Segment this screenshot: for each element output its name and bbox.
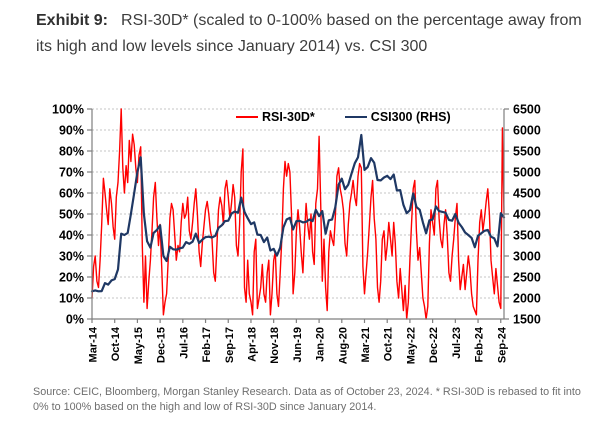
y-left-tick-label: 70% [59,165,84,179]
x-tick-label: Oct-14 [110,326,122,361]
source-note: Source: CEIC, Bloomberg, Morgan Stanley … [33,386,581,413]
x-tick-label: Aug-20 [337,327,349,364]
x-tick-label: Jun-19 [292,327,304,362]
exhibit-number: Exhibit 9: [36,12,109,29]
x-tick-label: Jan-20 [315,327,327,362]
y-left-tick-label: 30% [59,249,84,263]
y-right-tick-label: 2500 [513,270,541,284]
x-tick-label: Jul-23 [451,327,463,359]
x-tick-label: Mar-14 [88,326,100,362]
y-left-tick-label: 40% [59,228,84,242]
y-left-tick-label: 50% [59,207,84,221]
y-right-tick-label: 2000 [513,291,541,305]
y-left-tick-label: 90% [59,123,84,137]
y-right-tick-label: 6000 [513,123,541,137]
y-right-tick-label: 3500 [513,228,541,242]
exhibit-title-text: RSI-30D* (scaled to 0-100% based on the … [36,12,582,55]
csi300-legend-line [344,116,367,118]
legend-item-rsi: RSI-30D* [236,110,315,124]
y-left-tick-label: 10% [59,291,84,305]
x-tick-label: Nov-18 [269,327,281,364]
exhibit-title: Exhibit 9: RSI-30D* (scaled to 0-100% bas… [36,8,592,60]
x-tick-label: Apr-18 [246,327,258,362]
x-tick-label: Oct-21 [383,327,395,361]
y-right-tick-label: 5000 [513,165,541,179]
rsi-legend-line [236,116,258,118]
y-left-tick-label: 80% [59,144,84,158]
legend-item-csi300: CSI300 (RHS) [344,110,451,124]
rsi-legend-label: RSI-30D* [262,110,315,124]
y-right-tick-label: 4500 [513,186,541,200]
x-tick-label: May-15 [133,327,145,364]
y-right-tick-label: 3000 [513,249,541,263]
y-left-tick-label: 20% [59,270,84,284]
x-tick-label: Mar-21 [360,327,372,362]
series-lines [90,108,506,320]
y-left-tick-label: 0% [66,312,84,326]
x-tick-label: Feb-24 [474,326,486,362]
axes: 100% 90% 80% 70% 60% 50% 40% 30% 20% 10% 0% 6500 600… [52,102,541,364]
y-left-tick-label: 100% [52,102,84,116]
csi300-legend-label: CSI300 (RHS) [370,110,451,124]
y-right-tick-label: 6500 [513,102,541,116]
y-right-tick-label: 4000 [513,207,541,221]
y-left-tick-label: 60% [59,186,84,200]
x-tick-label: May-22 [405,327,417,364]
csi300-series-line [90,133,506,293]
x-tick-label: Feb-17 [201,327,213,362]
x-tick-label: Sep-24 [496,326,508,363]
chart-legend: RSI-30D* CSI300 (RHS) [236,110,451,124]
x-tick-label: Dec-15 [156,327,168,363]
y-right-tick-label: 5500 [513,144,541,158]
x-tick-label: Jul-16 [178,327,190,359]
x-tick-label: Sep-17 [224,327,236,363]
x-tick-label: Dec-22 [428,327,440,363]
y-right-tick-label: 1500 [513,312,541,326]
